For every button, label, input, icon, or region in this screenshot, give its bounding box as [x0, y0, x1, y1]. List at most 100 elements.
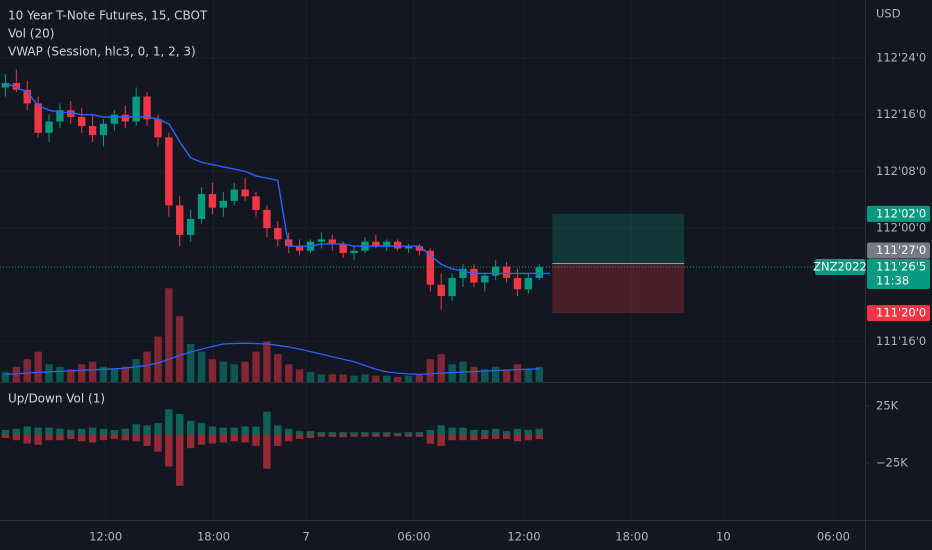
volume-bar — [121, 434, 129, 441]
volume-bar — [426, 429, 435, 435]
volume-bar — [295, 369, 304, 382]
volume-bar — [491, 428, 500, 435]
volume-bar — [110, 369, 119, 382]
volume-bar — [415, 432, 424, 435]
volume-bar — [459, 434, 467, 441]
volume-bar — [470, 434, 478, 441]
volume-bar — [78, 434, 86, 442]
volume-bar — [524, 369, 533, 382]
volume-bar — [372, 432, 380, 435]
volume-bar — [88, 427, 97, 435]
volume-bar — [437, 425, 445, 435]
volume-bar — [306, 371, 315, 382]
volume-bar — [78, 428, 86, 435]
volume-bar — [426, 359, 435, 382]
x-tick-label: 7 — [302, 530, 309, 544]
volume-bar — [88, 434, 97, 443]
volume-bar — [295, 431, 304, 435]
candle-body — [535, 267, 543, 278]
candle-body — [34, 103, 42, 133]
volume-bar — [284, 434, 293, 442]
candle-body — [295, 246, 304, 251]
candle-body — [339, 243, 347, 254]
volume-bar — [45, 427, 53, 435]
candle-body — [481, 275, 489, 283]
candle-body — [197, 194, 206, 219]
y-tick-label: 111'16'0 — [876, 334, 926, 348]
volume-ma-line — [5, 342, 540, 376]
x-tick-label: 06:00 — [817, 530, 850, 544]
volume-bar — [404, 434, 413, 437]
volume-bar — [67, 429, 75, 435]
volume-bar — [524, 434, 533, 441]
volume-bar — [88, 361, 97, 382]
candle-body — [143, 96, 151, 120]
volume-bar — [12, 428, 21, 435]
volume-bar — [263, 411, 271, 435]
candle-body — [404, 246, 413, 249]
volume-bar — [513, 434, 522, 442]
volume-bar — [132, 424, 140, 435]
volume-bar — [404, 432, 413, 435]
volume-bar — [328, 374, 336, 382]
volume-bar — [23, 359, 31, 382]
volume-bar — [45, 364, 53, 382]
volume-bar — [383, 434, 391, 437]
volume-bar — [284, 428, 293, 435]
symbol-tag — [815, 259, 865, 276]
candle-body — [1, 82, 10, 88]
volume-bar — [263, 434, 271, 469]
volume-bar — [535, 434, 543, 440]
volume-bar — [121, 428, 129, 435]
volume-bar — [535, 428, 543, 435]
candle-body — [186, 218, 195, 235]
x-tick-label: 06:00 — [397, 530, 430, 544]
candle-body — [448, 277, 456, 297]
entry-tag — [867, 242, 930, 259]
volume-bar — [165, 434, 173, 467]
volume-bar — [459, 427, 467, 435]
volume-bar — [208, 434, 217, 444]
countdown: 11:38 — [876, 274, 909, 288]
volume-bar — [154, 336, 162, 382]
volume-bar — [535, 366, 543, 382]
candle-body — [56, 110, 64, 122]
stop-tag-text: 111'20'0 — [876, 306, 926, 320]
volume-bar — [328, 434, 336, 437]
y-tick-label: 112'08'0 — [876, 164, 926, 178]
candle-body — [241, 189, 249, 197]
volume-bar — [350, 432, 358, 435]
volume-bar — [383, 432, 391, 435]
volume-bar — [176, 316, 184, 382]
indicator-label: Vol (20) — [8, 27, 54, 41]
candle-body — [383, 241, 391, 247]
volume-bar — [274, 434, 282, 446]
volume-bar — [383, 375, 391, 382]
volume-bar — [78, 364, 86, 382]
volume-bar — [143, 434, 151, 446]
volume-bar — [306, 434, 315, 438]
y-tick-label: −25K — [876, 455, 908, 469]
candle-body — [274, 228, 282, 240]
candle-body — [459, 268, 467, 278]
volume-bar — [186, 434, 195, 449]
candle-body — [67, 110, 75, 117]
candle-body — [176, 205, 184, 235]
volume-bar — [426, 434, 435, 444]
volume-bar — [317, 434, 326, 437]
volume-bar — [23, 434, 31, 444]
volume-bar — [339, 432, 347, 435]
volume-bar — [219, 427, 228, 435]
volume-bar — [45, 434, 53, 441]
volume-bar — [524, 429, 533, 435]
candle-body — [165, 137, 173, 206]
y-tick-label: 112'16'0 — [876, 107, 926, 121]
loss-zone — [552, 263, 685, 314]
x-tick-label: 10 — [716, 530, 731, 544]
volume-bar — [176, 413, 184, 435]
volume-bar — [448, 434, 456, 441]
chart-title: 10 Year T-Note Futures, 15, CBOT — [8, 9, 208, 23]
volume-bar — [34, 434, 42, 445]
volume-bar — [1, 371, 10, 382]
volume-bar — [143, 425, 151, 435]
